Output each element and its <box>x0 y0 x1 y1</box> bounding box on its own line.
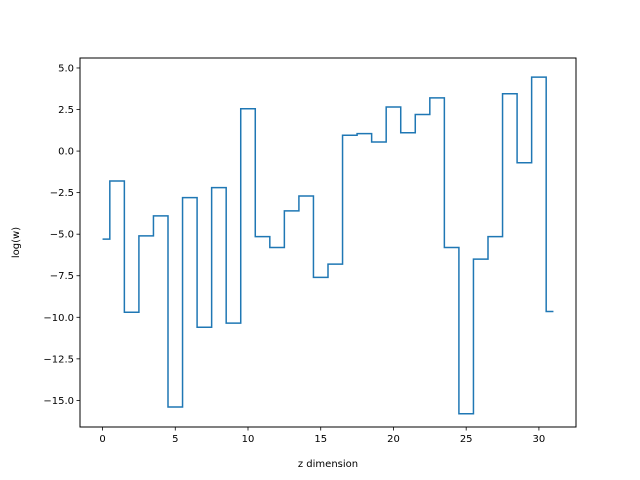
y-tick-label: −2.5 <box>50 188 74 199</box>
axes-frame <box>79 57 577 428</box>
x-axis-label: z dimension <box>298 459 358 470</box>
y-tick-label: 2.5 <box>58 105 74 116</box>
y-tick-label: −10.0 <box>43 313 74 324</box>
y-tick-label: −7.5 <box>50 271 74 282</box>
y-tick-label: 0.0 <box>58 147 74 158</box>
x-tick-label: 10 <box>242 434 255 445</box>
x-tick-label: 30 <box>533 434 546 445</box>
x-tick-label: 15 <box>314 434 327 445</box>
y-tick-label: 5.0 <box>58 63 74 74</box>
series-line <box>102 76 554 415</box>
y-tick-label: −15.0 <box>43 396 74 407</box>
y-tick-label: −12.5 <box>43 354 74 365</box>
tick-layer: 0 5 10 15 20 25 30 5.0 2.5 0.0 −2.5 −5.0 −7.5 −10.0 −1… <box>43 63 545 445</box>
x-tick-label: 0 <box>99 434 105 445</box>
x-tick-label: 20 <box>387 434 400 445</box>
plot-area <box>102 76 554 415</box>
x-tick-label: 25 <box>460 434 473 445</box>
y-tick-label: −5.0 <box>50 230 74 241</box>
x-tick-label: 5 <box>172 434 178 445</box>
y-axis-label: log(w) <box>11 227 22 258</box>
